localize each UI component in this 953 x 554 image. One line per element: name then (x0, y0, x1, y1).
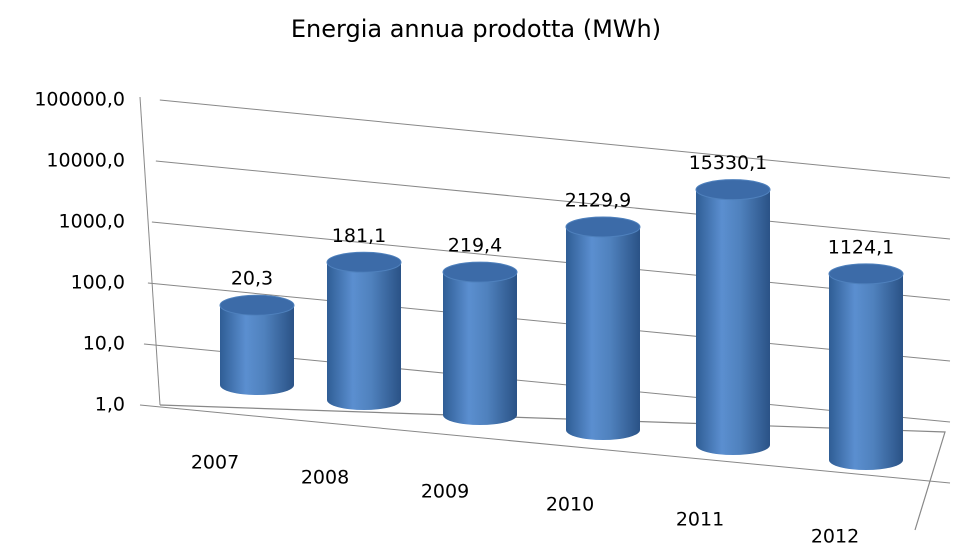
floor (159, 404, 946, 531)
cylinder-top (219, 294, 295, 316)
y-tick-label: 100,0 (71, 272, 125, 294)
cylinder-top (442, 261, 518, 283)
cylinder (326, 251, 402, 410)
data-label: 15330,1 (689, 152, 768, 174)
x-tick-label: 2012 (811, 526, 859, 548)
y-tick-label: 100000,0 (34, 89, 125, 111)
bar (443, 272, 517, 425)
data-label: 181,1 (332, 225, 386, 247)
x-tick-label: 2007 (191, 452, 239, 474)
data-label: 219,4 (448, 235, 502, 257)
data-label: 1124,1 (828, 236, 894, 258)
y-tick-label: 10000,0 (46, 150, 125, 172)
cylinder-top (828, 263, 904, 285)
x-tick-label: 2008 (301, 467, 349, 489)
x-tick-label: 2010 (546, 494, 594, 516)
y-tick-label: 10,0 (83, 333, 125, 355)
grid-line (151, 221, 951, 301)
data-label: 20,3 (231, 268, 273, 290)
grid-line (139, 404, 951, 484)
y-tick-label: 1,0 (95, 394, 125, 416)
cylinder-top (326, 251, 402, 273)
chart-title: Energia annua prodotta (MWh) (291, 15, 661, 43)
cylinder-top (695, 179, 771, 201)
bar (327, 262, 401, 410)
grid-line (155, 160, 951, 240)
x-tick-label: 2011 (676, 509, 724, 531)
cylinder (442, 261, 518, 425)
cylinder (695, 179, 771, 455)
data-label: 2129,9 (565, 189, 631, 211)
bar (220, 305, 294, 395)
y-tick-label: 1000,0 (59, 211, 125, 233)
bar (566, 226, 640, 440)
bar (829, 273, 903, 470)
back-wall-edge (139, 96, 161, 406)
grid-line (147, 282, 951, 362)
bar (696, 189, 770, 455)
cylinder-top (565, 216, 641, 238)
x-tick-label: 2009 (421, 481, 469, 503)
cylinder (219, 294, 295, 395)
cylinder (828, 263, 904, 470)
cylinder (565, 216, 641, 440)
grid-line (159, 99, 951, 179)
